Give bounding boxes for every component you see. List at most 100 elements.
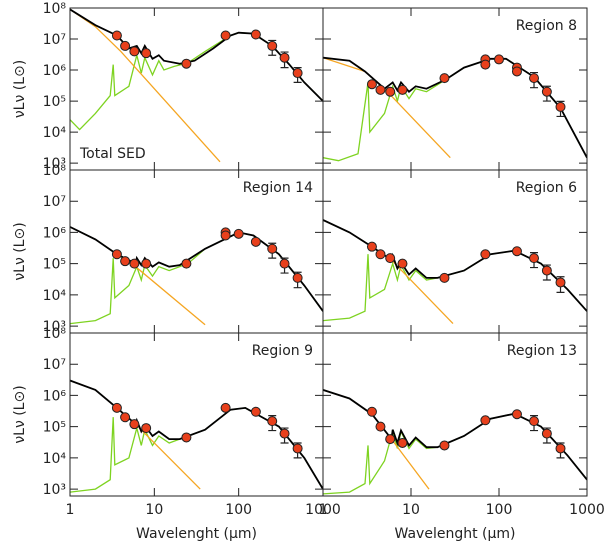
- sed-curve: [323, 389, 587, 481]
- panel: [70, 226, 323, 326]
- panel: [70, 8, 323, 163]
- data-point: [292, 272, 303, 283]
- data-point: [111, 402, 122, 413]
- data-point: [141, 258, 152, 269]
- data-point: [181, 58, 192, 69]
- data-point: [111, 249, 122, 260]
- data-point: [375, 421, 386, 432]
- y-tick-label: 10⁴: [43, 125, 67, 141]
- sed-curve: [323, 56, 587, 159]
- data-point: [141, 423, 152, 434]
- data-point: [129, 46, 140, 57]
- y-tick-label: 10⁵: [43, 94, 66, 110]
- sed-curve: [323, 219, 454, 325]
- data-point: [494, 54, 504, 65]
- data-point: [233, 228, 244, 239]
- sed-curve: [70, 231, 323, 325]
- data-point: [141, 48, 152, 59]
- y-tick-label: 10⁶: [43, 63, 67, 79]
- panel-label: Region 6: [516, 180, 577, 196]
- sed-curve: [323, 413, 587, 495]
- data-point: [111, 30, 122, 41]
- data-point: [555, 277, 566, 288]
- data-point: [385, 86, 396, 97]
- panel: [70, 379, 323, 493]
- data-point: [529, 253, 540, 264]
- x-tick-label: 10: [402, 502, 420, 518]
- data-point: [181, 258, 192, 269]
- data-point: [480, 249, 491, 260]
- data-point: [439, 73, 450, 84]
- y-tick-label: 10³: [43, 319, 66, 335]
- data-point: [397, 84, 408, 95]
- y-tick-label: 10⁸: [43, 163, 67, 179]
- data-point: [541, 265, 552, 276]
- panel: [323, 54, 587, 162]
- y-tick-label: 10⁸: [43, 326, 67, 342]
- data-point: [120, 40, 131, 51]
- data-point: [220, 230, 231, 241]
- data-point: [375, 249, 386, 260]
- data-point: [129, 419, 140, 430]
- y-tick-label: 10⁵: [43, 257, 66, 273]
- panel: [323, 219, 587, 325]
- panel-label: Region 9: [252, 343, 313, 359]
- panel-label: Region 14: [243, 180, 313, 196]
- data-point: [511, 409, 522, 420]
- y-tick-label: 10⁷: [43, 194, 66, 210]
- data-point: [541, 86, 552, 97]
- sed-curve: [323, 250, 587, 322]
- panel-label: Region 13: [507, 343, 577, 359]
- y-tick-label: 10⁴: [43, 288, 67, 304]
- data-point: [267, 416, 278, 427]
- x-tick-label: 100: [225, 502, 252, 518]
- panel-label: Total SED: [79, 146, 146, 162]
- y-tick-label: 10⁶: [43, 225, 67, 241]
- data-point: [120, 256, 131, 267]
- x-axis-label: Wavelenght (μm): [136, 526, 257, 542]
- x-tick-label: 10: [145, 502, 163, 518]
- data-point: [220, 30, 231, 41]
- sed-curve: [70, 32, 323, 131]
- data-point: [397, 437, 408, 448]
- sed-curve: [70, 226, 206, 326]
- y-axis-label: νLν (L⊙): [12, 222, 28, 280]
- x-axis-label: Wavelenght (μm): [395, 526, 516, 542]
- data-point: [439, 440, 450, 451]
- data-point: [480, 59, 491, 70]
- y-axis-label: νLν (L⊙): [12, 385, 28, 443]
- data-point: [385, 253, 396, 264]
- data-point: [181, 432, 192, 443]
- data-point: [385, 434, 396, 445]
- data-point: [279, 428, 290, 439]
- data-point: [267, 40, 278, 51]
- data-point: [397, 258, 408, 269]
- data-point: [555, 101, 566, 112]
- data-point: [480, 415, 491, 426]
- data-point: [292, 68, 303, 79]
- data-point: [529, 416, 540, 427]
- data-point: [292, 443, 303, 454]
- data-point: [250, 29, 261, 40]
- y-tick-label: 10³: [43, 156, 66, 172]
- y-axis-label: νLν (L⊙): [12, 60, 28, 118]
- panel: [323, 389, 587, 495]
- data-point: [279, 52, 290, 63]
- data-point: [220, 402, 231, 413]
- data-point: [541, 428, 552, 439]
- data-point: [375, 84, 386, 95]
- data-point: [120, 412, 131, 423]
- data-point: [129, 258, 140, 269]
- y-tick-label: 10⁷: [43, 32, 66, 48]
- data-point: [366, 406, 377, 417]
- data-point: [511, 66, 522, 77]
- data-point: [511, 246, 522, 257]
- data-point: [366, 241, 377, 252]
- y-tick-label: 10⁷: [43, 357, 66, 373]
- y-tick-label: 10⁵: [43, 420, 66, 436]
- x-tick-label: 1000: [305, 502, 341, 518]
- x-tick-label: 1: [66, 502, 75, 518]
- y-tick-label: 10⁶: [43, 388, 67, 404]
- data-point: [267, 243, 278, 254]
